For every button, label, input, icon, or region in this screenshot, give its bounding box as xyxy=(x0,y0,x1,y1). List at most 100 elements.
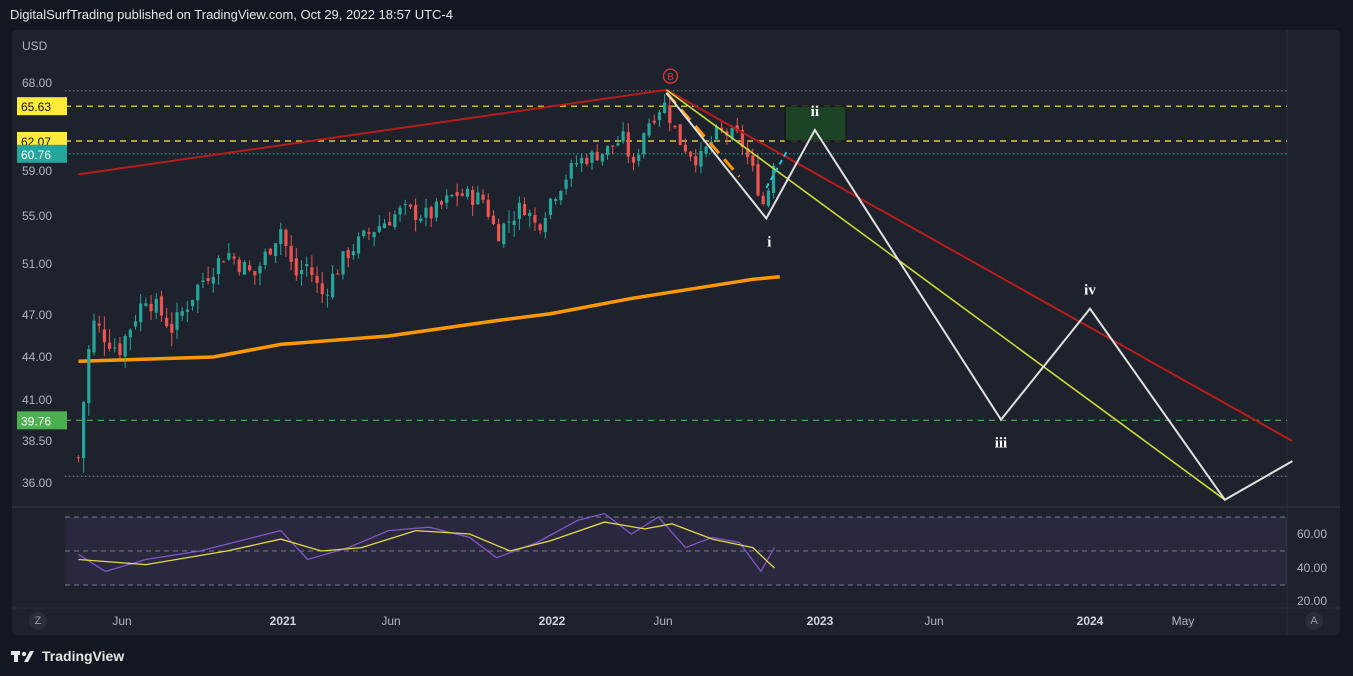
candle-body xyxy=(694,156,698,166)
candle-body xyxy=(175,312,179,330)
candle-body xyxy=(704,146,708,154)
candle-body xyxy=(82,402,86,458)
candle-body xyxy=(346,250,350,259)
candle-body xyxy=(284,229,288,246)
candle-body xyxy=(771,165,776,193)
wave-label-iii: iii xyxy=(995,436,1008,452)
candle-body xyxy=(766,190,770,206)
target-zone-box xyxy=(784,105,847,142)
candle-body xyxy=(118,343,122,356)
candle-body xyxy=(652,120,656,123)
time-tick: Jun xyxy=(924,614,943,628)
brand-name: TradingView xyxy=(42,648,125,664)
candle-body xyxy=(216,258,221,275)
candle-body xyxy=(315,275,319,283)
candle-body xyxy=(388,221,392,226)
candle-body xyxy=(107,342,112,349)
candle-body xyxy=(543,218,547,233)
candle-body xyxy=(76,457,81,459)
tradingview-logo-icon xyxy=(11,651,34,662)
candle-body xyxy=(522,204,527,216)
candle-body xyxy=(580,157,584,164)
price-tick: 59.00 xyxy=(22,164,52,178)
candle-body xyxy=(206,278,210,281)
candle-body xyxy=(465,188,470,197)
price-tick: 38.50 xyxy=(22,434,52,448)
candle-body xyxy=(139,303,143,323)
candle-body xyxy=(320,283,324,295)
candle-body xyxy=(377,226,381,232)
rsi-tick: 40.00 xyxy=(1297,561,1327,575)
candle-body xyxy=(730,128,734,139)
candle-body xyxy=(133,321,138,327)
candle-body xyxy=(185,309,189,313)
publish-header: DigitalSurfTrading published on TradingV… xyxy=(10,7,453,22)
candle-body xyxy=(154,298,158,313)
candle-body xyxy=(673,125,677,128)
candle-body xyxy=(170,323,174,333)
candle-body xyxy=(507,221,511,223)
candle-body xyxy=(289,245,293,262)
candle-body xyxy=(268,248,272,255)
moving-average-layer xyxy=(78,275,780,364)
candle-body xyxy=(97,323,101,326)
candle-body xyxy=(190,299,195,307)
candle-body xyxy=(460,193,464,196)
wave-label-iv: iv xyxy=(1084,283,1096,299)
candle-body xyxy=(87,349,91,403)
candle-body xyxy=(279,229,283,245)
candle-body xyxy=(159,296,164,316)
candle-body xyxy=(564,179,568,189)
candle-body xyxy=(486,199,490,217)
candle-body xyxy=(356,236,361,254)
trendline xyxy=(666,89,1226,501)
candle-body xyxy=(393,214,397,228)
rsi-sma-line xyxy=(78,521,775,569)
log-scale-toggle[interactable]: Z xyxy=(29,612,47,630)
candle-body xyxy=(756,164,760,196)
chart-frame xyxy=(12,30,1340,635)
time-tick: 2021 xyxy=(270,614,297,628)
candle-body xyxy=(502,223,506,245)
candle-body xyxy=(647,123,651,136)
candle-body xyxy=(248,265,252,271)
candle-body xyxy=(574,163,579,165)
candle-body xyxy=(605,145,610,155)
candle-body xyxy=(310,267,314,276)
price-label-box xyxy=(17,97,67,116)
time-tick: 2024 xyxy=(1077,614,1104,628)
candle-body xyxy=(242,262,247,275)
candle-body xyxy=(657,112,662,121)
brand-footer: TradingView xyxy=(10,648,124,664)
wave-label-ii: ii xyxy=(811,104,819,120)
candle-body xyxy=(642,133,646,154)
candle-body xyxy=(683,144,687,152)
candle-body xyxy=(253,270,257,276)
auto-scale-toggle[interactable]: A xyxy=(1305,612,1323,630)
candle-body xyxy=(616,143,620,146)
candle-body xyxy=(559,190,563,201)
candle-body xyxy=(325,294,330,296)
candle-body xyxy=(222,261,226,263)
ma200-line xyxy=(78,275,780,364)
candle-body xyxy=(382,223,387,229)
candle-body xyxy=(331,273,335,298)
price-tick: 47.00 xyxy=(22,308,52,322)
candle-body xyxy=(585,157,589,164)
candle-body xyxy=(590,151,594,163)
candle-body xyxy=(196,284,200,301)
candle-body xyxy=(149,303,153,312)
candle-body xyxy=(367,232,371,234)
wave-b-marker xyxy=(662,68,679,84)
candle-body xyxy=(165,317,169,327)
candle-body xyxy=(554,199,558,202)
time-tick: Jun xyxy=(653,614,672,628)
candle-body xyxy=(600,153,604,162)
candle-body xyxy=(434,201,438,218)
candle-body xyxy=(481,194,485,200)
candle-body xyxy=(569,163,573,179)
candle-body xyxy=(455,192,459,196)
time-tick: 2022 xyxy=(539,614,566,628)
